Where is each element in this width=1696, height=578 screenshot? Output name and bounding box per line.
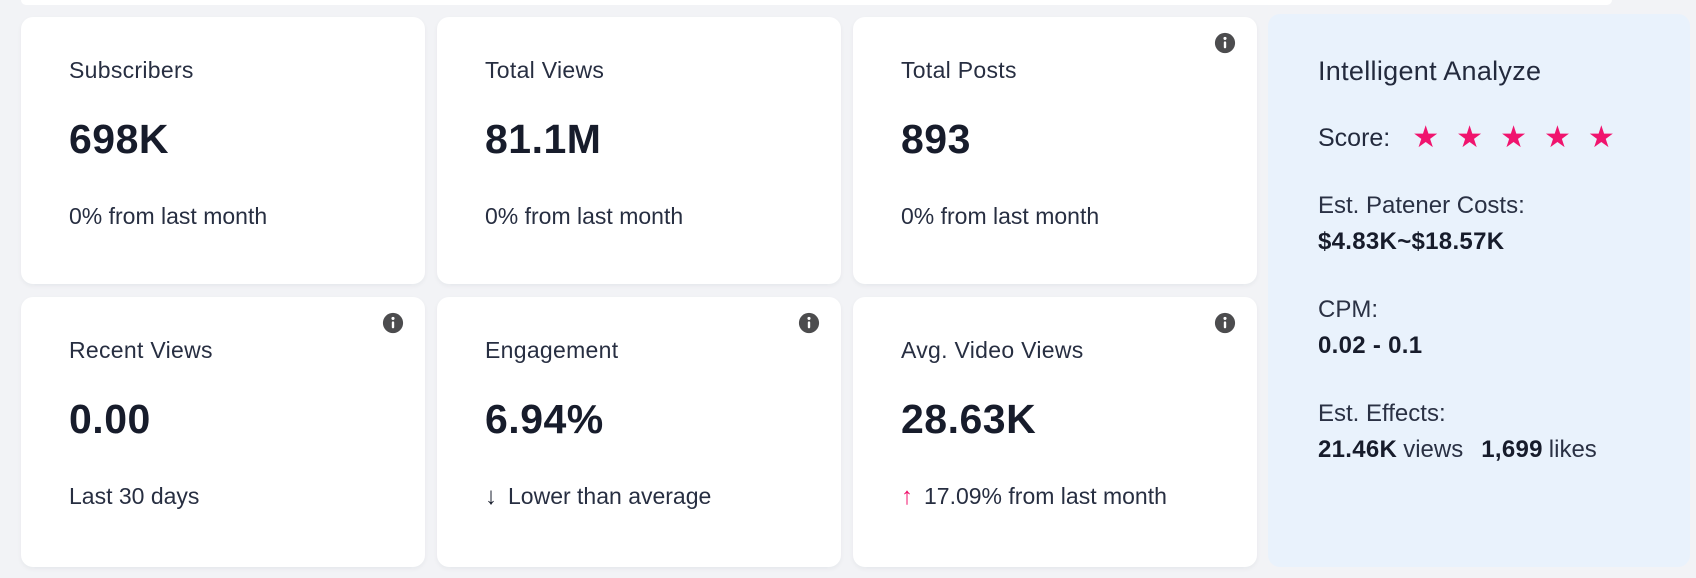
- stat-label: Avg. Video Views: [901, 337, 1084, 363]
- stat-footer: ↓ Lower than average: [485, 483, 841, 510]
- stat-card-total-views: Total Views 81.1M 0% from last month: [437, 17, 841, 284]
- stat-card-subscribers: Subscribers 698K 0% from last month: [21, 17, 425, 284]
- partner-costs-value: $4.83K~$18.57K: [1318, 228, 1505, 255]
- previous-card-bottom-edge: [21, 0, 1612, 5]
- effects-views-value: 21.46K: [1318, 436, 1398, 463]
- stat-value: 893: [901, 116, 971, 162]
- stat-card-engagement: Engagement 6.94% ↓ Lower than average: [437, 297, 841, 567]
- effects-group: Est. Effects: 21.46K views 1,699 likes: [1318, 399, 1690, 465]
- stat-footer: 0% from last month: [485, 203, 841, 230]
- effects-views-unit: views: [1403, 436, 1464, 463]
- stat-label: Total Posts: [901, 57, 1017, 83]
- partner-costs-group: Est. Patener Costs: $4.83K~$18.57K: [1318, 191, 1690, 257]
- stat-footer-text: Lower than average: [508, 483, 712, 509]
- stat-card-recent-views: Recent Views 0.00 Last 30 days: [21, 297, 425, 567]
- stat-value: 698K: [69, 116, 170, 162]
- score-label: Score:: [1318, 123, 1391, 152]
- stat-card-total-posts: Total Posts 893 0% from last month: [853, 17, 1257, 284]
- stat-value: 81.1M: [485, 116, 602, 162]
- score-row: Score: ★ ★ ★ ★ ★: [1318, 123, 1690, 153]
- intelligent-analyze-panel: Intelligent Analyze Score: ★ ★ ★ ★ ★ Est…: [1268, 14, 1690, 567]
- stat-footer-text: Last 30 days: [69, 483, 200, 509]
- stat-footer-text: 0% from last month: [485, 203, 684, 229]
- stat-footer: 0% from last month: [69, 203, 425, 230]
- stat-label: Engagement: [485, 337, 619, 363]
- effects-likes-value: 1,699: [1481, 436, 1543, 463]
- star-icon: ★: [1543, 121, 1571, 154]
- stat-footer-text: 0% from last month: [69, 203, 268, 229]
- effects-label: Est. Effects:: [1318, 400, 1446, 427]
- cpm-group: CPM: 0.02 - 0.1: [1318, 295, 1690, 361]
- star-icon: ★: [1587, 121, 1615, 154]
- cpm-label: CPM:: [1318, 296, 1378, 323]
- star-icon: ★: [1500, 121, 1527, 154]
- stat-footer-text: 0% from last month: [901, 203, 1100, 229]
- arrow-up-icon: ↑: [901, 482, 913, 510]
- cpm-value: 0.02 - 0.1: [1318, 332, 1423, 359]
- partner-costs-label: Est. Patener Costs:: [1318, 192, 1525, 219]
- info-icon[interactable]: [382, 312, 404, 334]
- stat-label: Recent Views: [69, 337, 213, 363]
- info-icon[interactable]: [798, 312, 820, 334]
- stat-value: 6.94%: [485, 396, 604, 442]
- effects-values: 21.46K views 1,699 likes: [1318, 435, 1690, 465]
- info-icon[interactable]: [1214, 32, 1236, 54]
- stat-label: Subscribers: [69, 57, 194, 83]
- score-stars: ★ ★ ★ ★ ★: [1412, 123, 1615, 153]
- info-icon[interactable]: [1214, 312, 1236, 334]
- stat-card-avg-video-views: Avg. Video Views 28.63K ↑ 17.09% from la…: [853, 297, 1257, 567]
- stat-value: 0.00: [69, 396, 151, 442]
- stat-footer: ↑ 17.09% from last month: [901, 483, 1257, 510]
- star-icon: ★: [1456, 121, 1484, 154]
- panel-title: Intelligent Analyze: [1318, 56, 1542, 86]
- stat-label: Total Views: [485, 57, 605, 83]
- stat-footer: Last 30 days: [69, 483, 425, 510]
- arrow-down-icon: ↓: [485, 482, 497, 510]
- stat-value: 28.63K: [901, 396, 1037, 442]
- stat-footer-text: 17.09% from last month: [924, 483, 1167, 509]
- star-icon: ★: [1412, 121, 1440, 154]
- stat-footer: 0% from last month: [901, 203, 1257, 230]
- effects-likes-unit: likes: [1548, 436, 1597, 463]
